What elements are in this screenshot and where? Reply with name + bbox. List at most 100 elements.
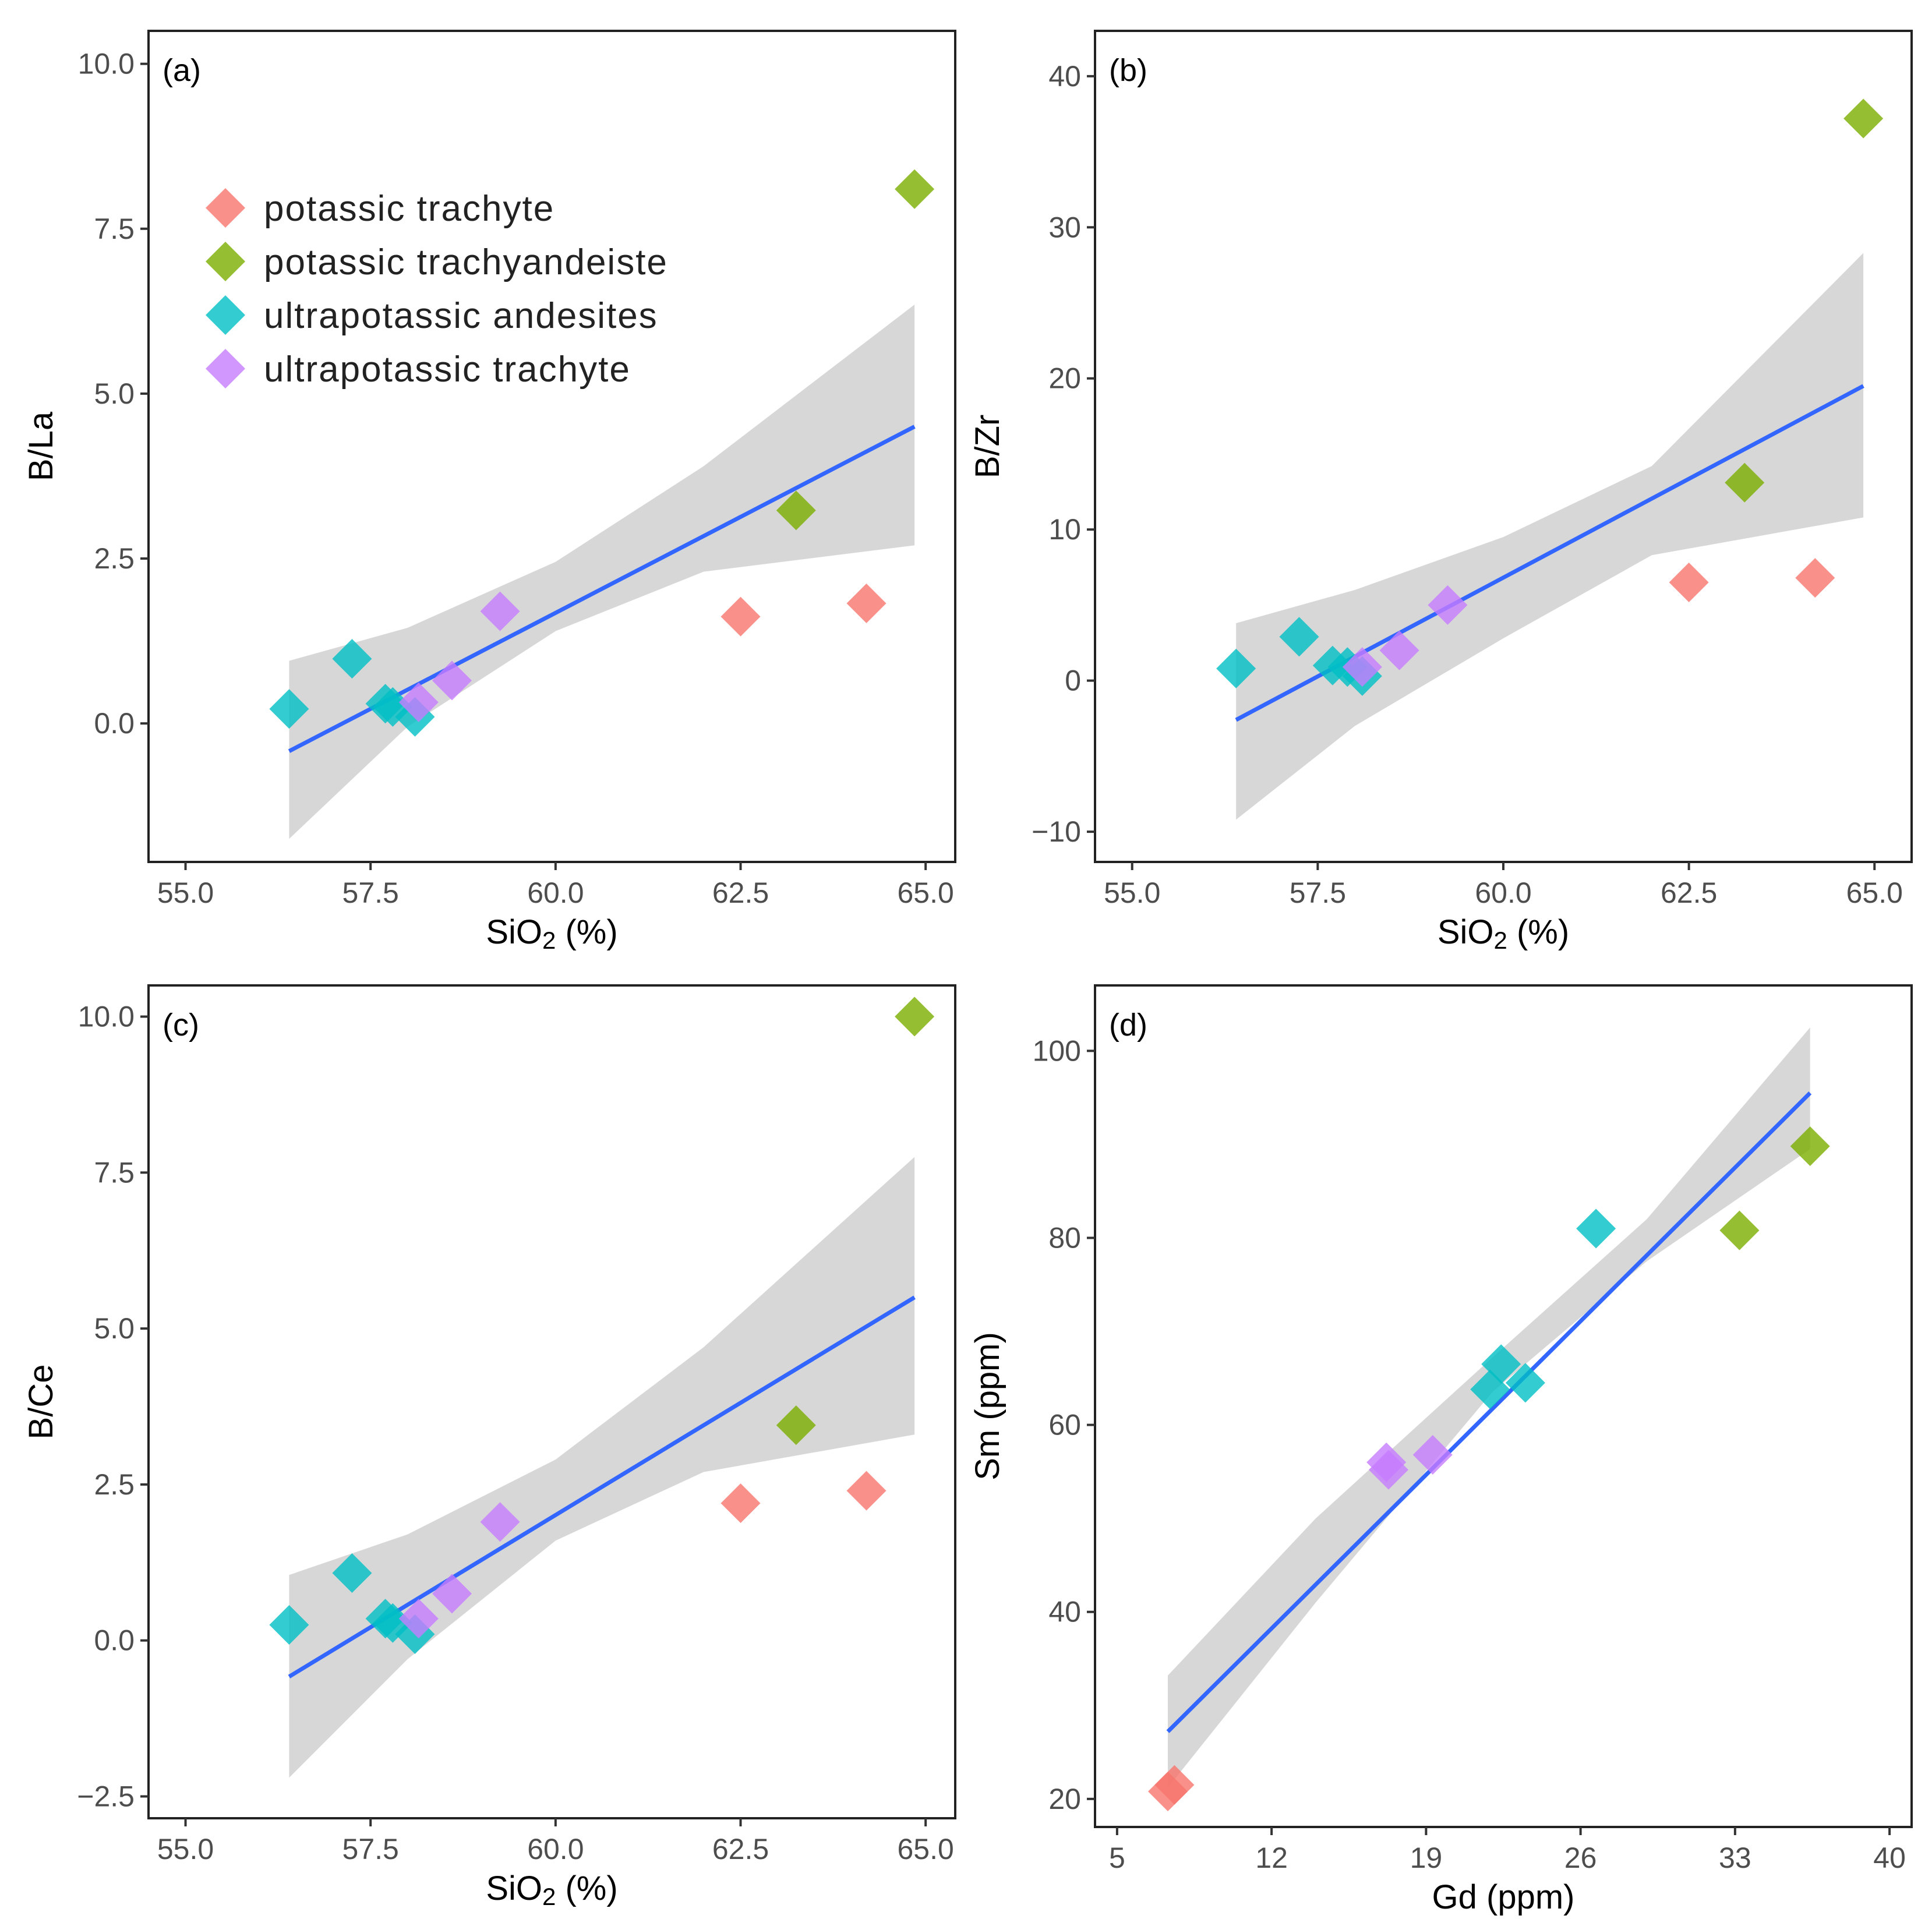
data-point-ultrapotassic-trachyte [1368,1450,1408,1490]
x-tick-label: 33 [1719,1842,1751,1874]
data-point-potassic-trachyandeiste [776,490,816,531]
y-tick-label: 100 [1033,1034,1081,1067]
x-tick-label: 60.0 [1475,877,1531,909]
x-tick-label: 57.5 [342,1833,399,1865]
y-tick-label: 0.0 [94,1624,135,1657]
x-axis-title: SiO2 (%) [1437,913,1569,954]
y-tick-label: 10.0 [78,1001,135,1033]
data-point-potassic-trachyandeiste [1843,98,1884,139]
legend-item-potassic-trachyte: potassic trachyte [206,188,554,229]
y-tick-label: 10 [1048,513,1081,546]
legend-key-marker [206,349,245,388]
x-tick-label: 26 [1564,1842,1597,1874]
data-point-ultrapotassic-andesites [1505,1363,1545,1403]
panel-border [147,30,956,863]
y-axis-title: B/Ce [22,1365,60,1440]
x-axis-title: SiO2 (%) [486,1869,617,1910]
data-point-ultrapotassic-andesites [1481,1344,1521,1384]
data-points [269,996,935,1655]
y-tick-label: 7.5 [94,1156,135,1189]
data-point-ultrapotassic-trachyte [398,682,439,722]
y-axis-title: B/Zr [969,415,1006,479]
y-tick-label: 10.0 [78,48,135,80]
x-tick-label: 55.0 [157,1833,214,1865]
data-point-ultrapotassic-trachyte [432,1574,472,1614]
data-point-ultrapotassic-andesites [269,1605,309,1645]
x-axis-title: SiO2 (%) [486,913,617,954]
y-tick-label: 2.5 [94,542,135,575]
y-tick-label: 2.5 [94,1468,135,1501]
x-tick-label: 60.0 [527,1833,584,1865]
data-point-potassic-trachyte [1154,1765,1195,1805]
confidence-band [289,1157,915,1778]
panel-border [1094,984,1913,1828]
legend-label: potassic trachyte [264,189,554,229]
x-tick-label: 57.5 [342,877,399,909]
legend-label: ultrapotassic andesites [264,296,658,336]
data-points [1148,1126,1830,1811]
data-point-potassic-trachyte [1669,563,1709,603]
y-tick-label: 80 [1048,1222,1081,1254]
regression-line [1166,1091,1812,1733]
x-tick-label: 65.0 [1846,877,1903,909]
x-axis-title: Gd (ppm) [1432,1878,1575,1916]
panel-label: (d) [1109,1008,1147,1042]
data-point-ultrapotassic-andesites [332,639,372,679]
data-point-potassic-trachyandeiste [895,996,935,1037]
data-point-ultrapotassic-trachyte [432,660,472,701]
y-tick-label: 40 [1048,60,1081,93]
legend-item-ultrapotassic-andesites: ultrapotassic andesites [206,295,658,336]
panel-a: 55.0 57.5 60.0 62.5 65.0 0.0 2.5 5.0 7.5 10.0 SiO2… [22,30,956,954]
data-point-ultrapotassic-trachyte [1379,630,1419,670]
y-tick-label: 30 [1048,211,1081,243]
data-point-potassic-trachyandeiste [895,169,935,209]
x-tick-label: 62.5 [712,1833,769,1865]
y-tick-label: −10 [1032,815,1081,848]
panel-b: 55.0 57.5 60.0 62.5 65.0 −10 0 10 20 30 40 SiO2 (%)… [969,30,1913,954]
legend-item-potassic-trachyandeiste: potassic trachyandeiste [206,242,668,282]
y-axis-title: Sm (ppm) [969,1332,1006,1480]
x-tick-label: 60.0 [527,877,584,909]
data-point-potassic-trachyandeiste [776,1405,816,1446]
panel-d: 5 12 19 26 33 40 20 40 60 80 100 Gd (ppm) Sm (ppm) (d… [969,984,1913,1916]
legend-item-ultrapotassic-trachyte: ultrapotassic trachyte [206,349,631,390]
data-point-potassic-trachyandeiste [1719,1210,1760,1250]
data-point-potassic-trachyte [720,596,761,637]
legend-label: potassic trachyandeiste [264,242,668,282]
data-point-ultrapotassic-trachyte [1412,1434,1453,1475]
x-tick-label: 65.0 [898,1833,954,1865]
confidence-band [1168,1027,1810,1788]
y-tick-label: 5.0 [94,1312,135,1345]
confidence-band [1236,253,1864,820]
panel-label: (b) [1109,53,1147,88]
y-tick-label: 20 [1048,362,1081,395]
y-tick-label: 5.0 [94,377,135,410]
legend: potassic trachyte potassic trachyandeiste… [206,188,668,390]
data-point-ultrapotassic-andesites [332,1553,372,1593]
x-tick-label: 65.0 [898,877,954,909]
x-tick-label: 40 [1873,1842,1906,1874]
panel-c: 55.0 57.5 60.0 62.5 65.0 −2.5 0.0 2.5 5.0 7.5 10.0… [22,984,956,1910]
data-point-potassic-trachyte [1795,558,1835,598]
data-point-ultrapotassic-trachyte [480,1502,520,1542]
y-tick-label: 0.0 [94,707,135,740]
data-point-potassic-trachyte [846,584,886,624]
data-points [1216,98,1884,696]
y-tick-label: −2.5 [77,1780,135,1813]
x-tick-label: 62.5 [1661,877,1717,909]
data-point-potassic-trachyandeiste [1790,1126,1830,1167]
confidence-band [289,305,915,839]
data-point-ultrapotassic-andesites [1279,617,1319,657]
data-point-potassic-trachyte [846,1471,886,1511]
x-tick-label: 5 [1109,1842,1125,1874]
y-tick-label: 40 [1048,1596,1081,1628]
data-point-ultrapotassic-trachyte [398,1599,439,1639]
legend-label: ultrapotassic trachyte [264,349,631,390]
legend-key-marker [206,188,245,228]
y-tick-label: 0 [1065,665,1081,697]
x-tick-label: 57.5 [1290,877,1346,909]
data-points [269,169,935,737]
panel-label: (c) [163,1008,199,1042]
x-tick-label: 12 [1255,1842,1288,1874]
